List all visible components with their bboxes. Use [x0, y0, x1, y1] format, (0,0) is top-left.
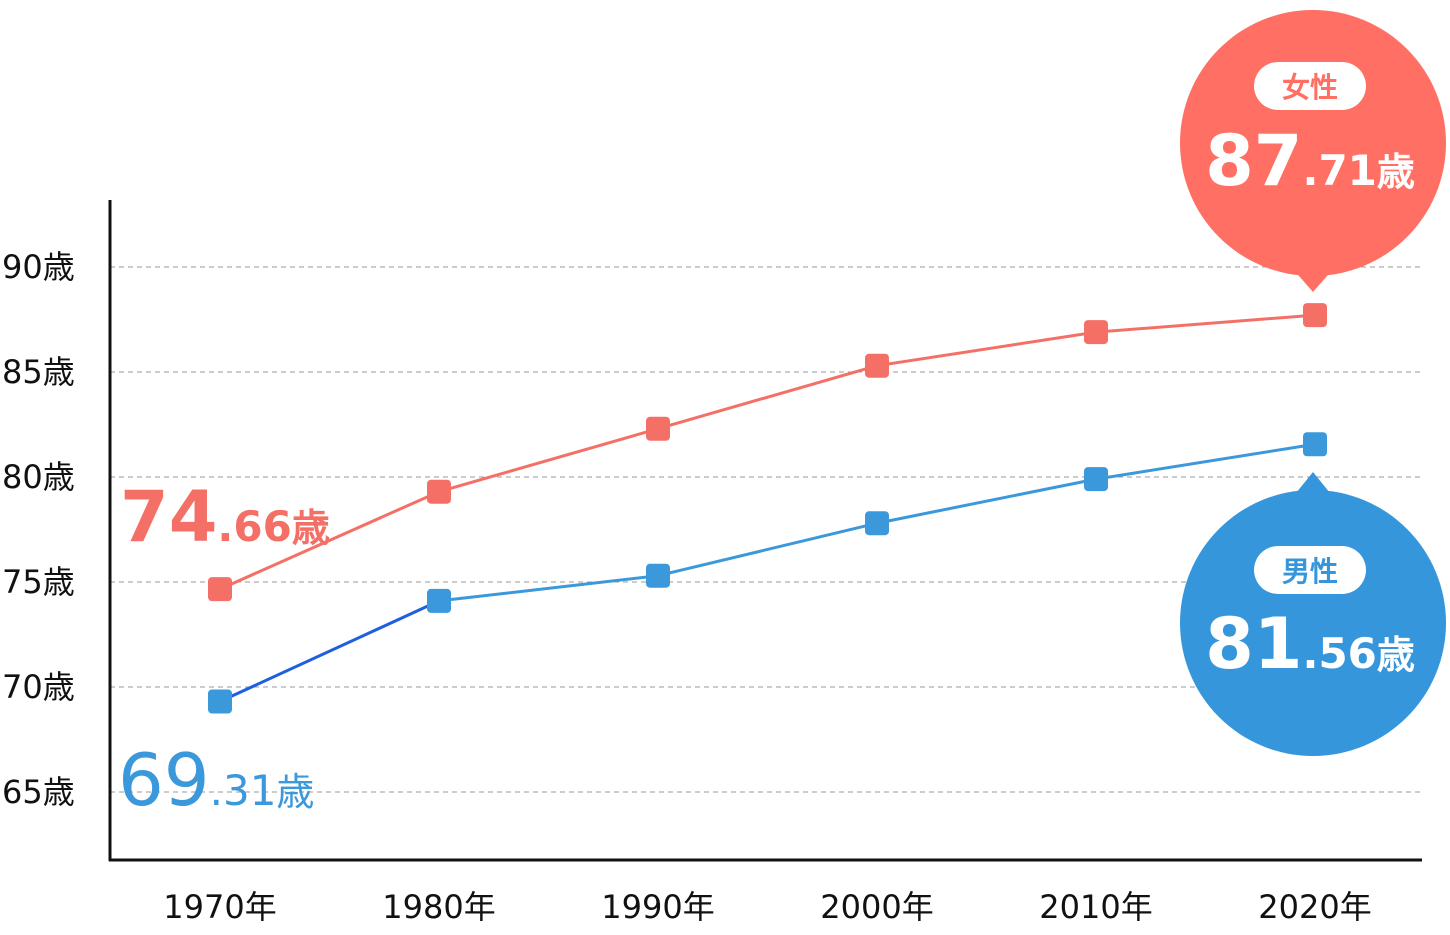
male-line-segment: [1095, 442, 1316, 481]
female-pill-label: 女性: [1282, 71, 1338, 104]
male-end-value: 81.56歳: [1205, 603, 1415, 685]
male-point: [1303, 432, 1327, 457]
y-tick-label: 70歳: [2, 668, 75, 706]
y-tick-label: 85歳: [2, 353, 75, 391]
male-start-dec: .31: [210, 766, 277, 815]
male-end-dec: .56: [1303, 629, 1377, 678]
male-callout-bubble: 男性 81.56歳: [1180, 472, 1446, 756]
female-point: [1303, 303, 1327, 328]
male-point: [646, 563, 670, 588]
female-line-segment: [219, 490, 440, 591]
female-start-int: 74: [120, 476, 217, 558]
male-point: [208, 689, 232, 714]
female-pill: [1254, 62, 1366, 110]
female-line-segment: [438, 427, 659, 494]
x-tick-label: 1990年: [601, 888, 714, 926]
male-pill: [1254, 546, 1366, 594]
female-end-dec: .71: [1303, 146, 1377, 195]
x-tick-label: 2000年: [820, 888, 933, 926]
male-pill-label: 男性: [1282, 555, 1338, 588]
male-start-int: 69: [118, 738, 210, 822]
female-point: [865, 353, 889, 378]
male-point: [1084, 467, 1108, 492]
axes: [108, 200, 1422, 862]
y-tick-label: 75歳: [2, 563, 75, 601]
x-tick-label: 1970年: [163, 888, 276, 926]
male-line-segment: [876, 477, 1097, 525]
female-start-dec: .66: [217, 502, 291, 551]
male-line-segment: [657, 521, 878, 578]
male-point: [865, 511, 889, 536]
x-tick-label: 2020年: [1258, 888, 1371, 926]
female-start-unit: 歳: [292, 506, 330, 550]
female-end-unit: 歳: [1377, 150, 1415, 194]
female-line-segment: [657, 364, 878, 431]
x-tick-labels: 1970年 1980年 1990年 2000年 2010年 2020年: [163, 888, 1371, 926]
female-line-segment: [876, 330, 1097, 368]
series-lines: [219, 313, 1316, 703]
female-end-int: 87: [1205, 120, 1302, 202]
male-end-unit: 歳: [1377, 633, 1415, 677]
female-callout-bubble: 女性 87.71歳: [1180, 10, 1446, 292]
male-point: [427, 588, 451, 613]
male-line-segment: [219, 599, 440, 703]
y-tick-label: 90歳: [2, 248, 75, 286]
y-tick-labels: 65歳 70歳 75歳 80歳 85歳 90歳: [2, 248, 75, 811]
female-end-value: 87.71歳: [1205, 120, 1415, 202]
female-start-label: 74.66歳: [120, 476, 330, 558]
male-end-int: 81: [1205, 603, 1302, 685]
female-point: [208, 577, 232, 602]
male-start-label: 69.31歳: [118, 738, 314, 822]
series-points: [208, 303, 1327, 714]
female-point: [427, 479, 451, 504]
female-point: [646, 416, 670, 441]
female-line-segment: [1095, 313, 1316, 334]
x-tick-label: 2010年: [1039, 888, 1152, 926]
y-tick-label: 65歳: [2, 773, 75, 811]
x-tick-label: 1980年: [382, 888, 495, 926]
female-point: [1084, 320, 1108, 345]
male-start-unit: 歳: [276, 770, 314, 814]
y-tick-label: 80歳: [2, 458, 75, 496]
male-line-segment: [438, 574, 659, 603]
